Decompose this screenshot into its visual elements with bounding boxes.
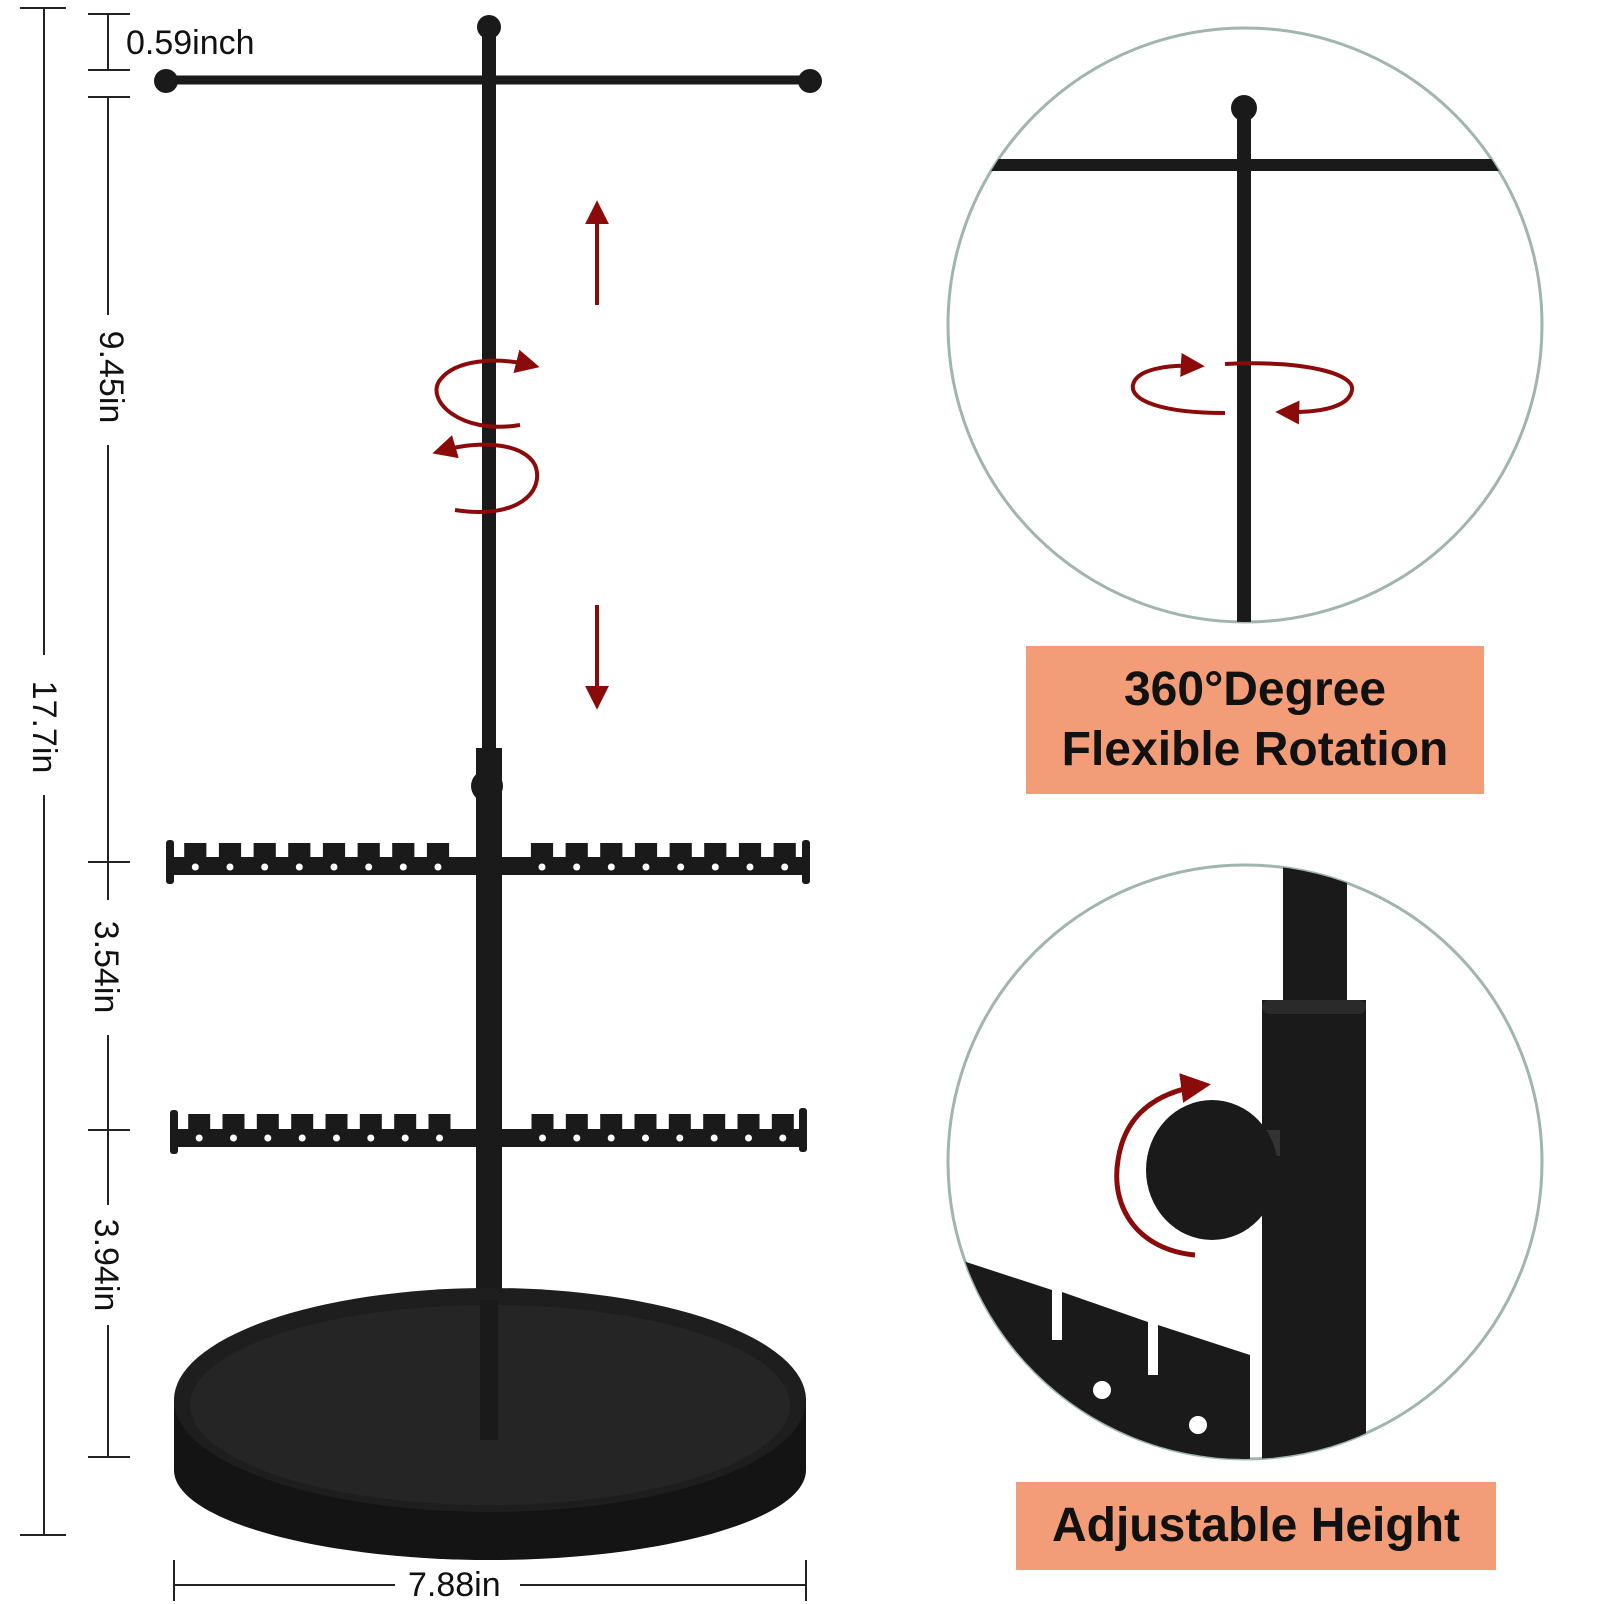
earring-tooth — [771, 1114, 794, 1130]
earring-hole — [191, 863, 199, 871]
dim-base-width-label: 7.88in — [408, 1566, 501, 1604]
earring-tooth — [359, 1114, 382, 1130]
earring-tooth — [322, 843, 346, 859]
earring-hole — [745, 1134, 752, 1142]
earring-tooth — [428, 1114, 451, 1130]
earring-hole — [573, 863, 581, 871]
earring-hole — [367, 1134, 375, 1142]
earring-hole — [539, 1134, 546, 1142]
earring-hole — [779, 1134, 787, 1142]
rotation-callout-line1: 360°Degree — [1123, 663, 1387, 716]
earring-tooth — [634, 1114, 657, 1130]
dim-top-gap-label: 0.59inch — [126, 24, 255, 62]
earring-tooth — [738, 843, 762, 859]
earring-tooth — [565, 843, 588, 859]
earring-bar-upper — [166, 840, 810, 884]
earring-tooth — [530, 843, 554, 859]
earring-hole — [677, 863, 685, 871]
earring-tooth — [565, 1114, 588, 1130]
earring-bar-lower — [170, 1108, 807, 1154]
earring-hole — [399, 863, 407, 871]
earring-tooth — [600, 843, 623, 859]
dim-middle-section-label: 3.54in — [87, 920, 125, 1014]
earring-hole — [746, 863, 754, 871]
earring-hole — [711, 863, 719, 871]
earring-hole — [538, 863, 546, 871]
dim-upper-section-label: 9.45in — [92, 330, 130, 424]
earring-hole — [264, 1134, 272, 1142]
earring-hole — [710, 1134, 718, 1142]
earring-hole — [295, 863, 303, 871]
earring-tooth — [703, 1114, 726, 1130]
earring-tooth — [256, 1114, 279, 1130]
earring-tooth — [426, 843, 450, 859]
earring-tooth — [253, 843, 276, 859]
earring-hole — [607, 1134, 615, 1142]
earring-tooth — [600, 1114, 623, 1130]
earring-tooth — [222, 1114, 245, 1130]
earring-tooth — [531, 1114, 554, 1130]
earring-hole — [573, 1134, 581, 1142]
earring-tooth — [737, 1114, 760, 1130]
earring-hole — [436, 1134, 443, 1142]
earring-hole — [330, 863, 338, 871]
jewelry-stand — [154, 15, 822, 1560]
earring-tooth — [668, 1114, 691, 1130]
earring-hole — [298, 1134, 306, 1142]
earring-tooth — [218, 843, 242, 859]
rotation-detail-circle — [946, 26, 1544, 624]
earring-tooth — [634, 843, 658, 859]
earring-tooth — [291, 1114, 314, 1130]
earring-hole — [261, 863, 269, 871]
earring-hole — [781, 863, 789, 871]
earring-hole — [230, 1134, 237, 1142]
earring-tooth — [325, 1114, 348, 1130]
earring-tooth — [188, 1114, 211, 1130]
base-tray — [174, 1288, 806, 1560]
rotation-callout-line2: Flexible Rotation — [1061, 723, 1449, 776]
earring-tooth — [704, 843, 727, 859]
height-callout-label: Adjustable Height — [1051, 1499, 1461, 1552]
earring-hole — [401, 1134, 409, 1142]
earring-tooth — [288, 843, 311, 859]
dim-total-height-label: 17.7in — [25, 680, 63, 774]
earring-hole — [195, 1134, 203, 1142]
dimension-lines — [20, 7, 807, 1601]
rotation-callout: 360°Degree Flexible Rotation — [1026, 646, 1484, 794]
earring-hole — [642, 863, 650, 871]
height-detail-circle — [946, 863, 1544, 1461]
earring-tooth — [184, 843, 207, 859]
earring-hole — [434, 863, 442, 871]
earring-hole — [676, 1134, 684, 1142]
height-callout: Adjustable Height — [1016, 1482, 1496, 1570]
earring-hole — [226, 863, 234, 871]
earring-tooth — [357, 843, 380, 859]
rotation-arrows-main — [432, 349, 540, 514]
earring-hole — [365, 863, 373, 871]
earring-tooth — [394, 1114, 417, 1130]
earring-hole — [607, 863, 615, 871]
dim-lower-section-label: 3.94in — [87, 1218, 125, 1312]
earring-tooth — [773, 843, 796, 859]
earring-hole — [333, 1134, 340, 1142]
earring-hole — [642, 1134, 649, 1142]
earring-tooth — [669, 843, 692, 859]
earring-tooth — [392, 843, 415, 859]
